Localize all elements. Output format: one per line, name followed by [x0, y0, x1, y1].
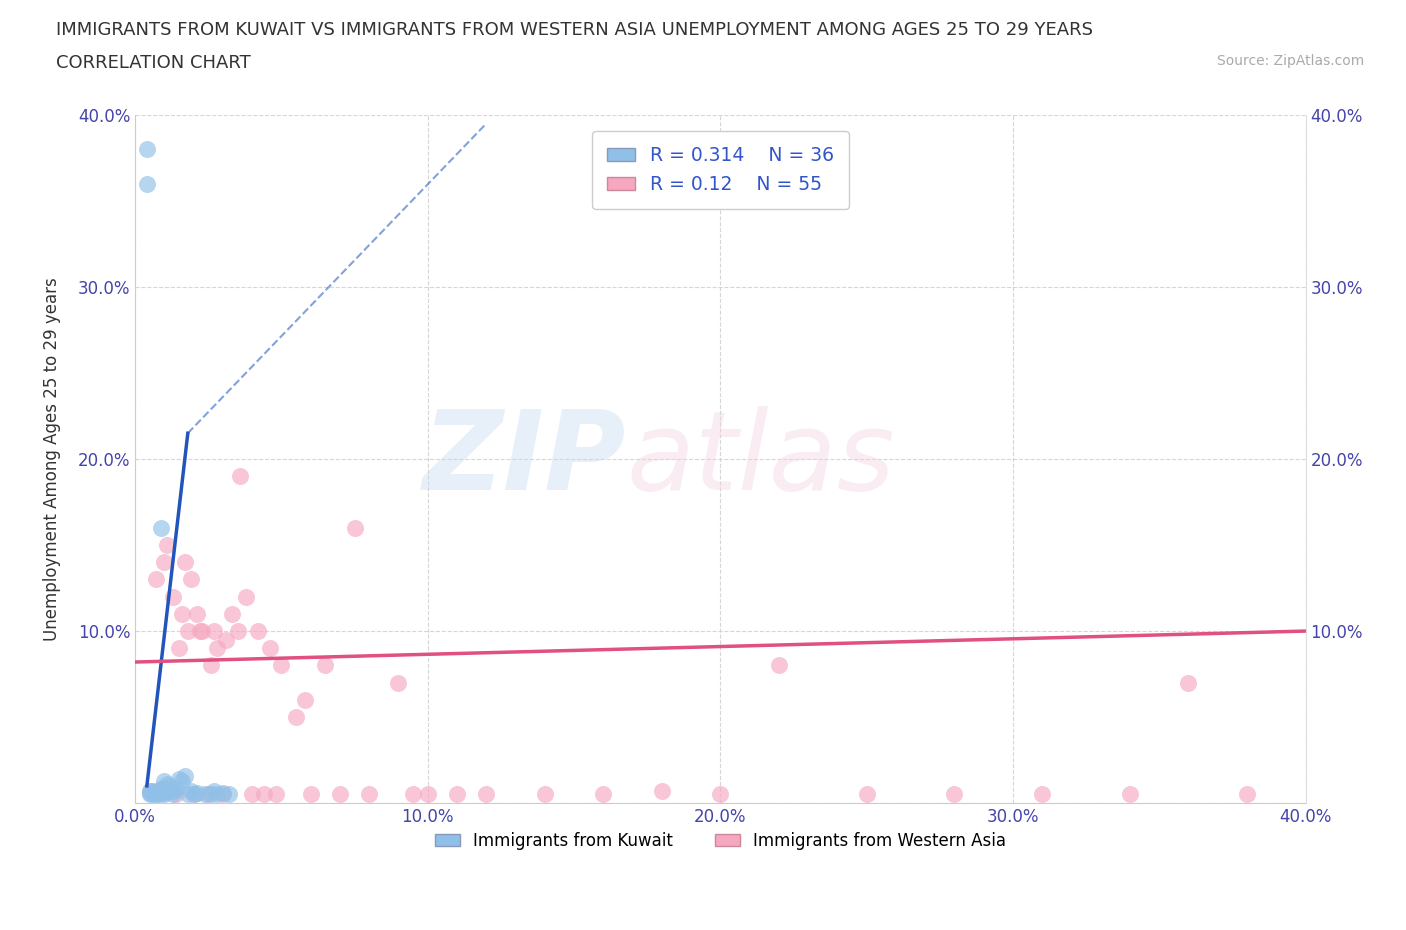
Point	[218, 787, 240, 802]
Point	[186, 606, 208, 621]
Text: ZIP: ZIP	[423, 405, 627, 512]
Point	[229, 469, 252, 484]
Point	[205, 641, 228, 656]
Point	[259, 641, 281, 656]
Point	[162, 787, 184, 802]
Point	[247, 624, 270, 639]
Text: CORRELATION CHART: CORRELATION CHART	[56, 54, 252, 72]
Point	[153, 780, 176, 795]
Point	[226, 624, 249, 639]
Point	[200, 787, 222, 802]
Point	[1236, 787, 1258, 802]
Point	[148, 787, 170, 802]
Point	[264, 787, 287, 802]
Point	[177, 624, 200, 639]
Point	[855, 787, 877, 802]
Point	[150, 782, 173, 797]
Point	[359, 787, 381, 802]
Point	[188, 624, 211, 639]
Point	[173, 555, 195, 570]
Point	[150, 782, 173, 797]
Point	[145, 787, 167, 802]
Point	[180, 784, 202, 799]
Point	[387, 675, 409, 690]
Point	[1031, 787, 1053, 802]
Point	[475, 787, 498, 802]
Point	[194, 787, 217, 802]
Point	[159, 784, 181, 799]
Text: Source: ZipAtlas.com: Source: ZipAtlas.com	[1216, 54, 1364, 68]
Point	[156, 538, 179, 552]
Point	[150, 521, 173, 536]
Point	[167, 772, 190, 787]
Point	[153, 773, 176, 788]
Point	[235, 590, 257, 604]
Point	[153, 555, 176, 570]
Point	[200, 658, 222, 673]
Point	[162, 784, 184, 799]
Point	[402, 787, 425, 802]
Point	[205, 787, 228, 802]
Point	[197, 787, 219, 802]
Point	[343, 521, 366, 536]
Point	[212, 785, 235, 800]
Point	[240, 787, 263, 802]
Point	[592, 787, 614, 802]
Point	[142, 784, 165, 799]
Point	[651, 784, 673, 799]
Point	[533, 787, 555, 802]
Point	[215, 632, 238, 647]
Point	[167, 641, 190, 656]
Point	[1177, 675, 1199, 690]
Point	[135, 177, 157, 192]
Point	[202, 784, 225, 799]
Point	[416, 787, 439, 802]
Point	[186, 785, 208, 800]
Text: IMMIGRANTS FROM KUWAIT VS IMMIGRANTS FROM WESTERN ASIA UNEMPLOYMENT AMONG AGES 2: IMMIGRANTS FROM KUWAIT VS IMMIGRANTS FRO…	[56, 21, 1094, 39]
Point	[285, 710, 308, 724]
Point	[165, 787, 187, 802]
Point	[145, 785, 167, 800]
Point	[191, 624, 214, 639]
Point	[221, 606, 243, 621]
Text: atlas: atlas	[627, 405, 896, 512]
Point	[177, 787, 200, 802]
Point	[180, 572, 202, 587]
Point	[212, 787, 235, 802]
Point	[253, 787, 276, 802]
Point	[165, 782, 187, 797]
Point	[329, 787, 352, 802]
Point	[156, 777, 179, 791]
Point	[183, 787, 205, 802]
Point	[294, 693, 316, 708]
Point	[159, 778, 181, 793]
Point	[139, 784, 162, 799]
Point	[299, 787, 322, 802]
Point	[139, 787, 162, 802]
Point	[202, 624, 225, 639]
Point	[162, 590, 184, 604]
Point	[135, 142, 157, 157]
Y-axis label: Unemployment Among Ages 25 to 29 years: Unemployment Among Ages 25 to 29 years	[44, 277, 60, 641]
Point	[139, 784, 162, 799]
Point	[314, 658, 336, 673]
Point	[139, 785, 162, 800]
Point	[170, 773, 193, 788]
Point	[943, 787, 966, 802]
Legend: Immigrants from Kuwait, Immigrants from Western Asia: Immigrants from Kuwait, Immigrants from …	[427, 825, 1012, 857]
Point	[173, 768, 195, 783]
Point	[153, 787, 176, 802]
Point	[148, 785, 170, 800]
Point	[446, 787, 468, 802]
Point	[153, 785, 176, 800]
Point	[768, 658, 790, 673]
Point	[709, 787, 731, 802]
Point	[170, 606, 193, 621]
Point	[270, 658, 292, 673]
Point	[1119, 787, 1142, 802]
Point	[142, 787, 165, 802]
Point	[183, 787, 205, 802]
Point	[145, 572, 167, 587]
